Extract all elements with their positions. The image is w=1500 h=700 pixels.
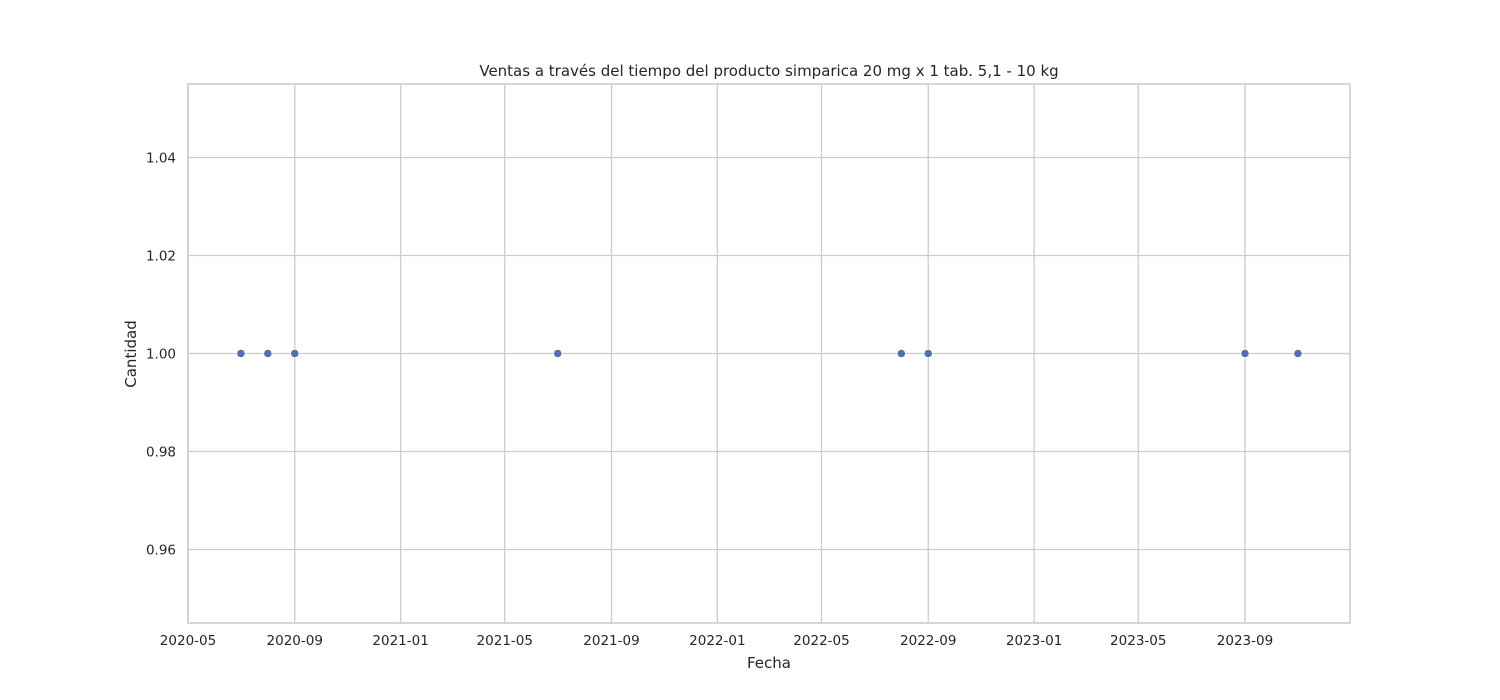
data-point: [553, 348, 563, 359]
x-tick-label: 2022-01: [689, 633, 745, 649]
x-tick-label: 2023-09: [1217, 633, 1273, 649]
y-tick-label: 1.04: [146, 151, 176, 167]
x-tick-label: 2020-09: [267, 633, 323, 649]
plot-frame: [187, 83, 1351, 624]
data-point: [1293, 348, 1303, 359]
data-point-layer: [236, 348, 1303, 359]
grid-layer: [187, 84, 1350, 623]
tick-label-layer: 2020-05 2020-09 2021-01 2021-05 2021-09 2022-…: [146, 151, 1273, 650]
data-point: [290, 348, 300, 359]
data-point: [236, 348, 246, 359]
y-tick-label: 0.96: [146, 543, 176, 559]
data-point: [923, 348, 933, 359]
x-axis-label: Fecha: [747, 654, 791, 672]
y-tick-label: 1.00: [146, 347, 176, 363]
x-tick-label: 2021-01: [372, 633, 428, 649]
x-tick-label: 2021-09: [583, 633, 639, 649]
x-tick-label: 2022-05: [793, 633, 849, 649]
data-point: [896, 348, 906, 359]
y-tick-label: 0.98: [146, 445, 176, 461]
data-point: [263, 348, 273, 359]
x-tick-label: 2023-05: [1110, 633, 1166, 649]
y-tick-label: 1.02: [146, 249, 176, 265]
chart-title: Ventas a través del tiempo del producto …: [479, 62, 1058, 80]
data-point: [1240, 348, 1250, 359]
x-tick-label: 2020-05: [160, 633, 216, 649]
x-tick-label: 2022-09: [900, 633, 956, 649]
y-axis-label: Cantidad: [122, 320, 140, 387]
x-tick-label: 2021-05: [477, 633, 533, 649]
x-tick-label: 2023-01: [1006, 633, 1062, 649]
